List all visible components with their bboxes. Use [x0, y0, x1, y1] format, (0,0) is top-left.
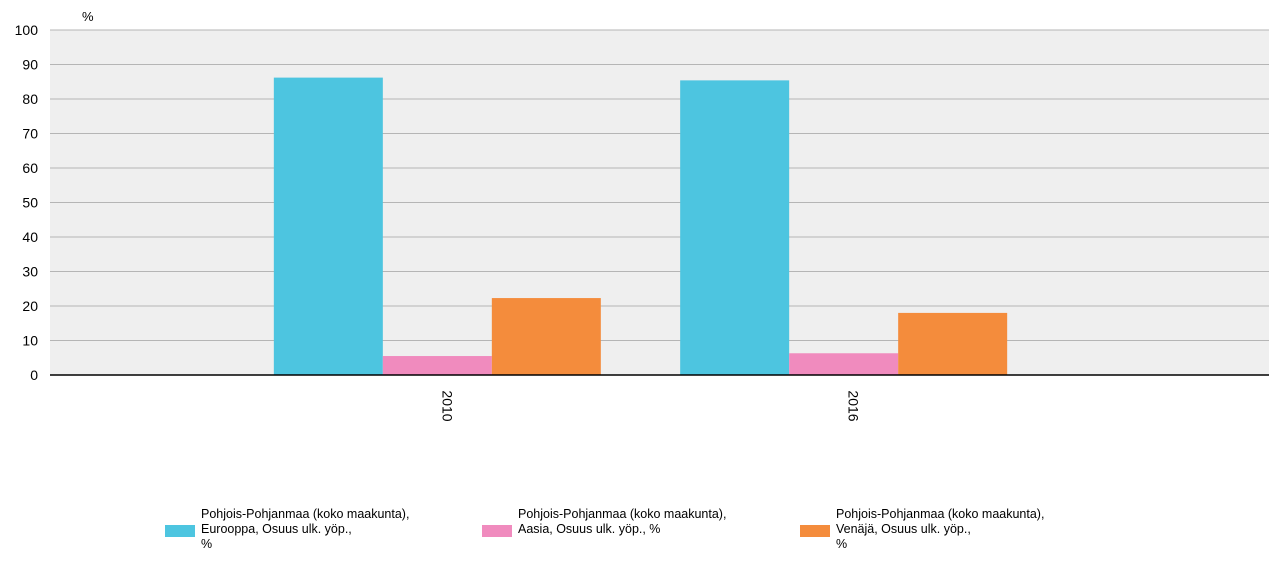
legend-item: Pohjois-Pohjanmaa (koko maakunta), Euroo… — [165, 507, 409, 552]
bar — [680, 80, 790, 376]
y-tick-label: 80 — [22, 91, 38, 107]
y-tick-label: 30 — [22, 264, 38, 280]
legend-swatch — [165, 525, 195, 537]
y-tick-label: 10 — [22, 333, 38, 349]
bar — [898, 312, 1008, 375]
legend-label: Pohjois-Pohjanmaa (koko maakunta), Venäj… — [836, 507, 1045, 551]
legend-item: Pohjois-Pohjanmaa (koko maakunta), Aasia… — [482, 507, 726, 537]
y-axis-unit-label: % — [82, 9, 94, 24]
y-tick-label: 0 — [30, 367, 38, 383]
bar — [491, 298, 601, 375]
y-tick-label: 100 — [15, 22, 39, 38]
legend-label: Pohjois-Pohjanmaa (koko maakunta), Euroo… — [201, 507, 410, 551]
legend-item: Pohjois-Pohjanmaa (koko maakunta), Venäj… — [800, 507, 1044, 552]
y-tick-label: 70 — [22, 126, 38, 142]
bar — [789, 353, 899, 375]
x-axis: 2010 2016 — [439, 390, 861, 421]
y-axis: 0 10 20 30 40 50 60 70 80 90 100 — [15, 22, 39, 383]
x-tick-label: 2016 — [846, 390, 862, 421]
legend-label: Pohjois-Pohjanmaa (koko maakunta), Aasia… — [518, 507, 727, 536]
y-tick-label: 20 — [22, 298, 38, 314]
gridlines — [50, 29, 1269, 341]
legend-swatch — [482, 525, 512, 537]
bar — [382, 356, 492, 375]
y-tick-label: 90 — [22, 57, 38, 73]
legend-swatch — [800, 525, 830, 537]
bar — [273, 77, 383, 376]
x-tick-label: 2010 — [439, 390, 455, 421]
y-tick-label: 60 — [22, 160, 38, 176]
bars — [273, 77, 1008, 376]
y-tick-label: 40 — [22, 229, 38, 245]
y-tick-label: 50 — [22, 195, 38, 211]
